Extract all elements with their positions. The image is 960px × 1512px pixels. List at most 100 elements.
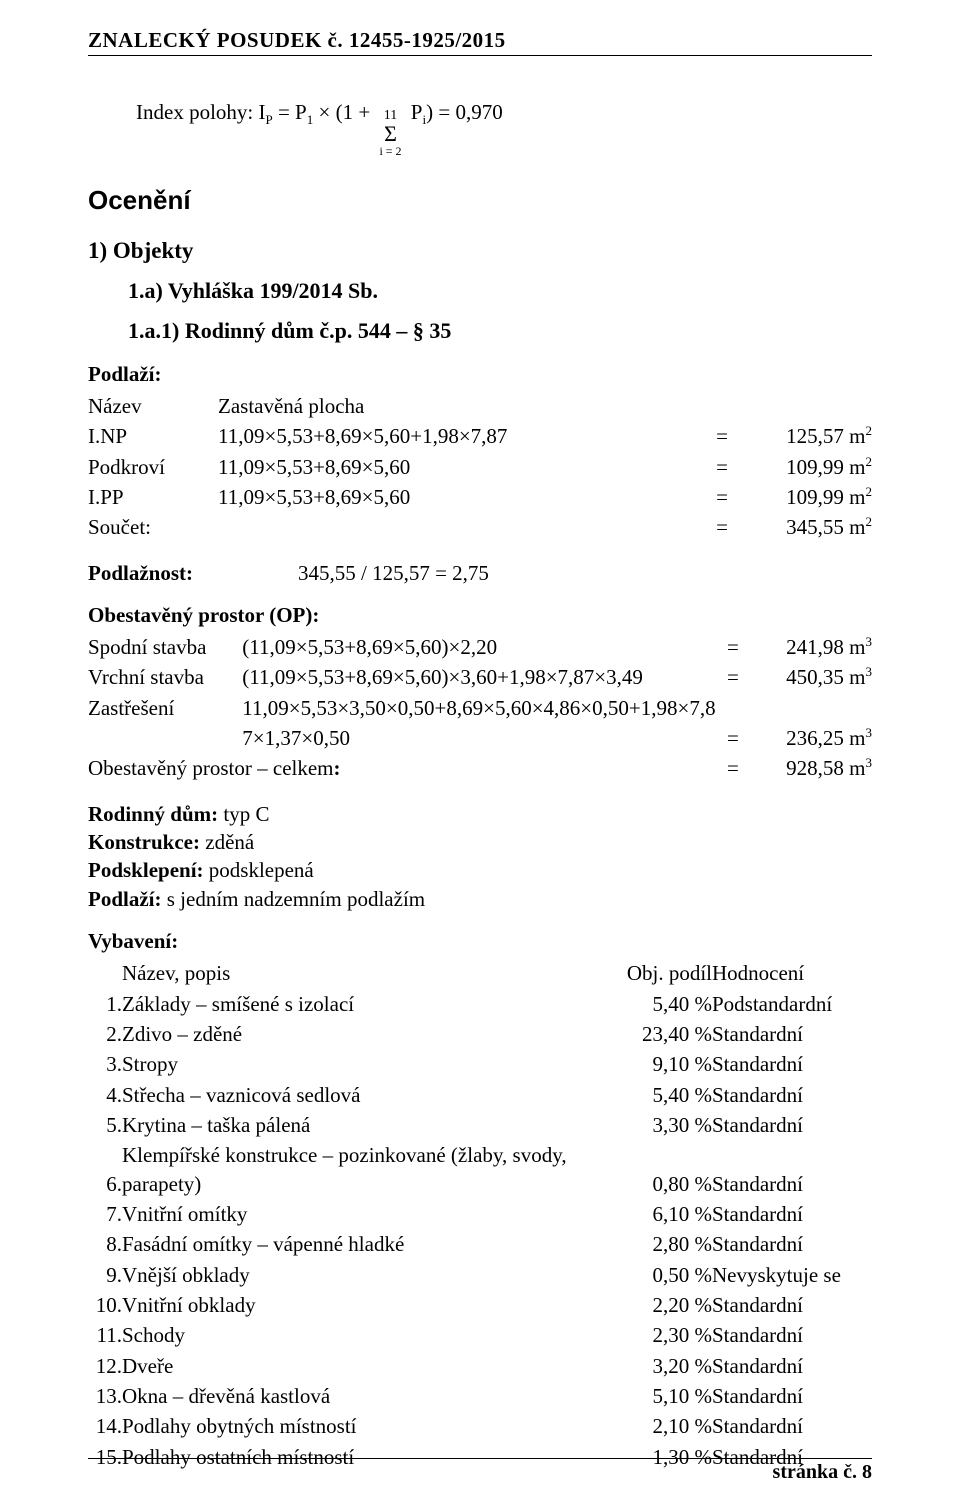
- row-value: 125,57 m2: [742, 421, 872, 451]
- formula-sub: P: [265, 112, 272, 127]
- formula-text: × (1 +: [313, 100, 375, 124]
- formula-text: P: [406, 100, 423, 124]
- table-row: I.PP11,09×5,53+8,69×5,60=109,99 m2: [88, 482, 872, 512]
- attr-label: Podsklepení:: [88, 858, 204, 882]
- row-desc: Schody: [122, 1320, 622, 1350]
- attr-label: Podlaží:: [88, 887, 162, 911]
- formula-text: Index polohy: I: [136, 100, 265, 124]
- row-desc: Střecha – vaznicová sedlová: [122, 1080, 622, 1110]
- row-desc: Fasádní omítky – vápenné hladké: [122, 1229, 622, 1259]
- row-desc: Zdivo – zděné: [122, 1019, 622, 1049]
- row-number: 2.: [88, 1019, 122, 1049]
- section-vybaveni-title: Vybavení:: [88, 929, 872, 954]
- podlazi-table: Název Zastavěná plocha I.NP11,09×5,53+8,…: [88, 391, 872, 543]
- table-row: 2.Zdivo – zděné23,40 %Standardní: [88, 1019, 872, 1049]
- row-rating: Standardní: [712, 1229, 872, 1259]
- row-rating: Standardní: [712, 1199, 872, 1229]
- equals-sign: =: [716, 753, 751, 783]
- row-desc: Dveře: [122, 1351, 622, 1381]
- vyb-header-pct: Obj. podíl: [622, 958, 712, 988]
- table-row: 13.Okna – dřevěná kastlová5,10 %Standard…: [88, 1381, 872, 1411]
- table-row: 14.Podlahy obytných místností2,10 %Stand…: [88, 1411, 872, 1441]
- row-desc: Stropy: [122, 1049, 622, 1079]
- row-calc: 11,09×5,53+8,69×5,60+1,98×7,87: [218, 421, 702, 451]
- col-header-calc: Zastavěná plocha: [218, 391, 702, 421]
- row-name: Podkroví: [88, 452, 218, 482]
- row-number: 14.: [88, 1411, 122, 1441]
- row-desc: Podlahy obytných místností: [122, 1411, 622, 1441]
- row-pct: 6,10 %: [622, 1199, 712, 1229]
- vybaveni-header-row: Název, popis Obj. podíl Hodnocení: [88, 958, 872, 988]
- sigma-icon: 11Σi = 2: [379, 109, 401, 157]
- row-value: 241,98 m3: [750, 632, 872, 662]
- row-rating: Standardní: [712, 1019, 872, 1049]
- attr-label: Rodinný dům:: [88, 802, 218, 826]
- row-rating: Podstandardní: [712, 989, 872, 1019]
- equals-sign: =: [702, 512, 742, 542]
- equals-sign: =: [702, 482, 742, 512]
- row-rating: Standardní: [712, 1351, 872, 1381]
- table-row: Zastřešení11,09×5,53×3,50×0,50+8,69×5,60…: [88, 693, 872, 723]
- op-sum-label: Obestavěný prostor – celkem:: [88, 753, 716, 783]
- page-footer: stránka č. 8: [88, 1458, 872, 1484]
- row-pct: 5,40 %: [622, 989, 712, 1019]
- table-row: 5.Krytina – taška pálená3,30 %Standardní: [88, 1110, 872, 1140]
- attribute-line: Konstrukce: zděná: [88, 828, 872, 856]
- attr-value: s jedním nadzemním podlažím: [162, 887, 426, 911]
- row-name: Spodní stavba: [88, 632, 242, 662]
- row-number: 12.: [88, 1351, 122, 1381]
- equals-sign: =: [702, 452, 742, 482]
- sigma-lower: i = 2: [379, 145, 401, 157]
- sum-label: Součet:: [88, 512, 218, 542]
- row-calc: 7×1,37×0,50: [242, 723, 715, 753]
- row-pct: 2,30 %: [622, 1320, 712, 1350]
- col-header-name: Název: [88, 391, 218, 421]
- attr-value: podsklepená: [204, 858, 314, 882]
- row-rating: Standardní: [712, 1049, 872, 1079]
- equals-sign: =: [702, 421, 742, 451]
- table-row: 6.Klempířské konstrukce – pozinkované (ž…: [88, 1140, 872, 1199]
- row-pct: 9,10 %: [622, 1049, 712, 1079]
- vybaveni-table: Název, popis Obj. podíl Hodnocení 1.Zákl…: [88, 958, 872, 1472]
- equals-sign: =: [716, 632, 751, 662]
- table-row: 3.Stropy9,10 %Standardní: [88, 1049, 872, 1079]
- row-desc: Vnitřní obklady: [122, 1290, 622, 1320]
- vyb-header-rating: Hodnocení: [712, 958, 872, 988]
- op-table: Spodní stavba(11,09×5,53+8,69×5,60)×2,20…: [88, 632, 872, 784]
- table-row: 8.Fasádní omítky – vápenné hladké2,80 %S…: [88, 1229, 872, 1259]
- row-value: 450,35 m3: [750, 662, 872, 692]
- row-rating: Standardní: [712, 1381, 872, 1411]
- podlazi-sum-row: Součet: = 345,55 m2: [88, 512, 872, 542]
- row-pct: 23,40 %: [622, 1019, 712, 1049]
- row-pct: 2,80 %: [622, 1229, 712, 1259]
- heading-rodinny-dum: 1.a.1) Rodinný dům č.p. 544 – § 35: [128, 318, 872, 344]
- row-pct: 3,30 %: [622, 1110, 712, 1140]
- row-name: [88, 723, 242, 753]
- heading-oceneni: Ocenění: [88, 185, 872, 216]
- equals-sign: [716, 693, 751, 723]
- attr-value: zděná: [200, 830, 254, 854]
- row-rating: Standardní: [712, 1110, 872, 1140]
- row-number: 5.: [88, 1110, 122, 1140]
- table-row: I.NP11,09×5,53+8,69×5,60+1,98×7,87=125,5…: [88, 421, 872, 451]
- table-row: 1.Základy – smíšené s izolací5,40 %Podst…: [88, 989, 872, 1019]
- row-desc: Okna – dřevěná kastlová: [122, 1381, 622, 1411]
- row-rating: Standardní: [712, 1411, 872, 1441]
- row-number: 4.: [88, 1080, 122, 1110]
- document-header: ZNALECKÝ POSUDEK č. 12455-1925/2015: [88, 28, 872, 56]
- table-row: 9.Vnější obklady0,50 %Nevyskytuje se: [88, 1260, 872, 1290]
- attr-value: typ C: [218, 802, 269, 826]
- attribute-line: Podlaží: s jedním nadzemním podlažím: [88, 885, 872, 913]
- row-number: 11.: [88, 1320, 122, 1350]
- attribute-line: Podsklepení: podsklepená: [88, 856, 872, 884]
- table-row: 7.Vnitřní omítky6,10 %Standardní: [88, 1199, 872, 1229]
- equals-sign: =: [716, 662, 751, 692]
- row-number: 10.: [88, 1290, 122, 1320]
- podlaznost-label: Podlažnost:: [88, 559, 298, 587]
- formula-text: = P: [273, 100, 307, 124]
- attr-label: Konstrukce:: [88, 830, 200, 854]
- table-row: Podkroví11,09×5,53+8,69×5,60=109,99 m2: [88, 452, 872, 482]
- row-name: Zastřešení: [88, 693, 242, 723]
- row-desc: Krytina – taška pálená: [122, 1110, 622, 1140]
- table-row: Vrchní stavba(11,09×5,53+8,69×5,60)×3,60…: [88, 662, 872, 692]
